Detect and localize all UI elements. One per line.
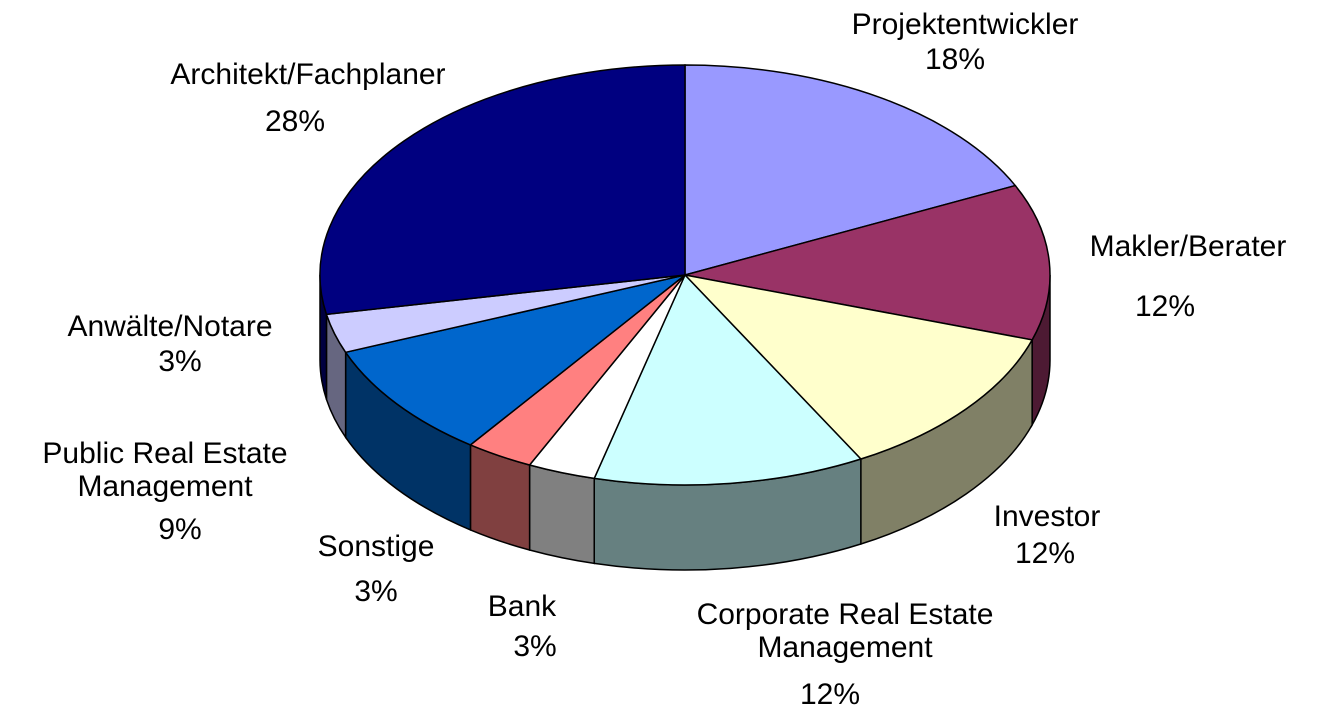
slice-label: Public Real Estate Management [42, 437, 288, 503]
value-label: 3% [513, 630, 557, 663]
slice-label: Bank [487, 590, 557, 623]
slice-side [528, 464, 595, 565]
slice [682, 273, 1034, 460]
slice [319, 64, 686, 316]
slice [684, 64, 1017, 276]
slice-label: Corporate Real Estate Management [696, 598, 994, 664]
slice [684, 184, 1051, 341]
value-label: 12% [1134, 290, 1196, 323]
value-label: 3% [354, 575, 398, 608]
value-label: 12% [1014, 537, 1076, 570]
slice-label: Architekt/Fachplaner [170, 58, 446, 91]
slice-label: Investor [993, 500, 1101, 533]
slice-label: Sonstige [317, 530, 435, 563]
slice-label: Anwälte/Notare [67, 310, 273, 343]
slice-label: Makler/Berater [1089, 230, 1287, 263]
value-label: 18% [924, 43, 986, 76]
slice-label: Projektentwickler [851, 8, 1079, 41]
value-label: 12% [799, 678, 861, 711]
value-label: 9% [158, 513, 202, 546]
slice [344, 274, 686, 446]
value-label: 28% [264, 105, 326, 138]
slice [593, 273, 863, 486]
value-label: 3% [158, 345, 202, 378]
